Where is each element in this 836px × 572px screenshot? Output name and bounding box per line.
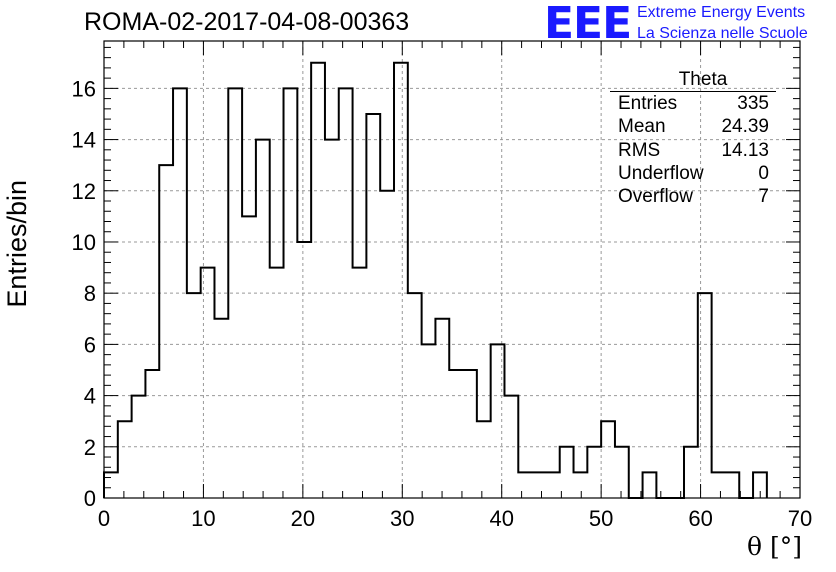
logo-line-1: Extreme Energy Events [637, 4, 806, 21]
stats-row-overflow: Overflow 7 [610, 185, 776, 208]
histogram-bin [477, 421, 491, 498]
y-tick-label: 14 [72, 128, 96, 153]
histogram-bin [242, 216, 256, 498]
histogram-bin [712, 472, 726, 498]
y-tick-label: 16 [72, 76, 96, 101]
x-tick-label: 30 [390, 506, 414, 531]
histogram-bin [518, 472, 532, 498]
histogram-bin [297, 242, 311, 498]
histogram-bin [435, 319, 449, 498]
x-tick-label: 50 [589, 506, 613, 531]
logo-text: Extreme Energy Events La Scienza nelle S… [637, 2, 808, 44]
stats-label: RMS [618, 139, 661, 161]
stats-label: Mean [618, 116, 666, 138]
histogram-bin [463, 370, 477, 498]
y-tick-label: 12 [72, 179, 96, 204]
histogram-bin [270, 268, 284, 498]
x-tick-label: 60 [688, 506, 712, 531]
x-axis-label: θ [°] [746, 532, 802, 561]
histogram-bin [353, 268, 367, 498]
histogram-bin [104, 472, 118, 498]
histogram-bin [118, 421, 132, 498]
histogram-bin [422, 344, 436, 498]
histogram-bin [394, 63, 408, 498]
stats-value: 24.39 [721, 116, 769, 138]
y-tick-label: 4 [84, 384, 96, 409]
stats-value: 7 [758, 186, 769, 208]
histogram-bin [256, 140, 270, 498]
y-tick-label: 2 [84, 435, 96, 460]
histogram-bin [615, 447, 629, 498]
stats-row-mean: Mean 24.39 [610, 115, 776, 138]
stats-value: 335 [737, 93, 769, 114]
y-tick-label: 8 [84, 281, 96, 306]
x-tick-label: 70 [788, 506, 812, 531]
stats-value: 14.13 [721, 139, 769, 161]
y-tick-label: 10 [72, 230, 96, 255]
histogram-bin [587, 447, 601, 498]
logo-line-2: La Scienza nelle Scuole [637, 25, 808, 42]
x-tick-label: 40 [489, 506, 513, 531]
histogram-bin [684, 447, 698, 498]
histogram-bin [132, 396, 146, 498]
stats-row-rms: RMS 14.13 [610, 139, 776, 162]
eee-logo: EEE [544, 0, 632, 49]
histogram-bin [325, 140, 339, 498]
histogram-bin [408, 293, 422, 498]
stats-title: Theta [610, 69, 776, 92]
histogram-bin [725, 472, 739, 498]
histogram-bin [491, 344, 505, 498]
histogram-bin [574, 472, 588, 498]
histogram-bin [145, 370, 159, 498]
histogram-bin [532, 472, 546, 498]
histogram-bin [643, 472, 657, 498]
stats-value: 0 [758, 162, 769, 184]
y-axis-label: Entries/bin [2, 180, 32, 308]
chart-title: ROMA-02-2017-04-08-00363 [84, 8, 410, 36]
histogram-bin [449, 370, 463, 498]
stats-label: Overflow [618, 186, 693, 208]
histogram-bin [560, 447, 574, 498]
histogram-bin [201, 268, 215, 498]
stats-box: Theta Entries 335 Mean 24.39 RMS 14.13 U… [610, 69, 776, 208]
stats-row-entries: Entries 335 [610, 92, 776, 115]
stats-label: Underflow [618, 162, 704, 184]
histogram-bin [601, 421, 615, 498]
plot-frame [103, 40, 801, 499]
histogram-bin [214, 319, 228, 498]
y-tick-label: 0 [84, 486, 96, 511]
x-tick-label: 0 [98, 506, 110, 531]
histogram-bin [311, 63, 325, 498]
histogram-outline [103, 61, 768, 499]
y-tick-label: 6 [84, 332, 96, 357]
x-tick-label: 20 [291, 506, 315, 531]
stats-label: Entries [618, 93, 678, 114]
x-tick-label: 10 [191, 506, 215, 531]
histogram-bin [159, 165, 173, 498]
histogram-bin [546, 472, 560, 498]
histogram-bin [366, 114, 380, 498]
stats-row-underflow: Underflow 0 [610, 162, 776, 185]
